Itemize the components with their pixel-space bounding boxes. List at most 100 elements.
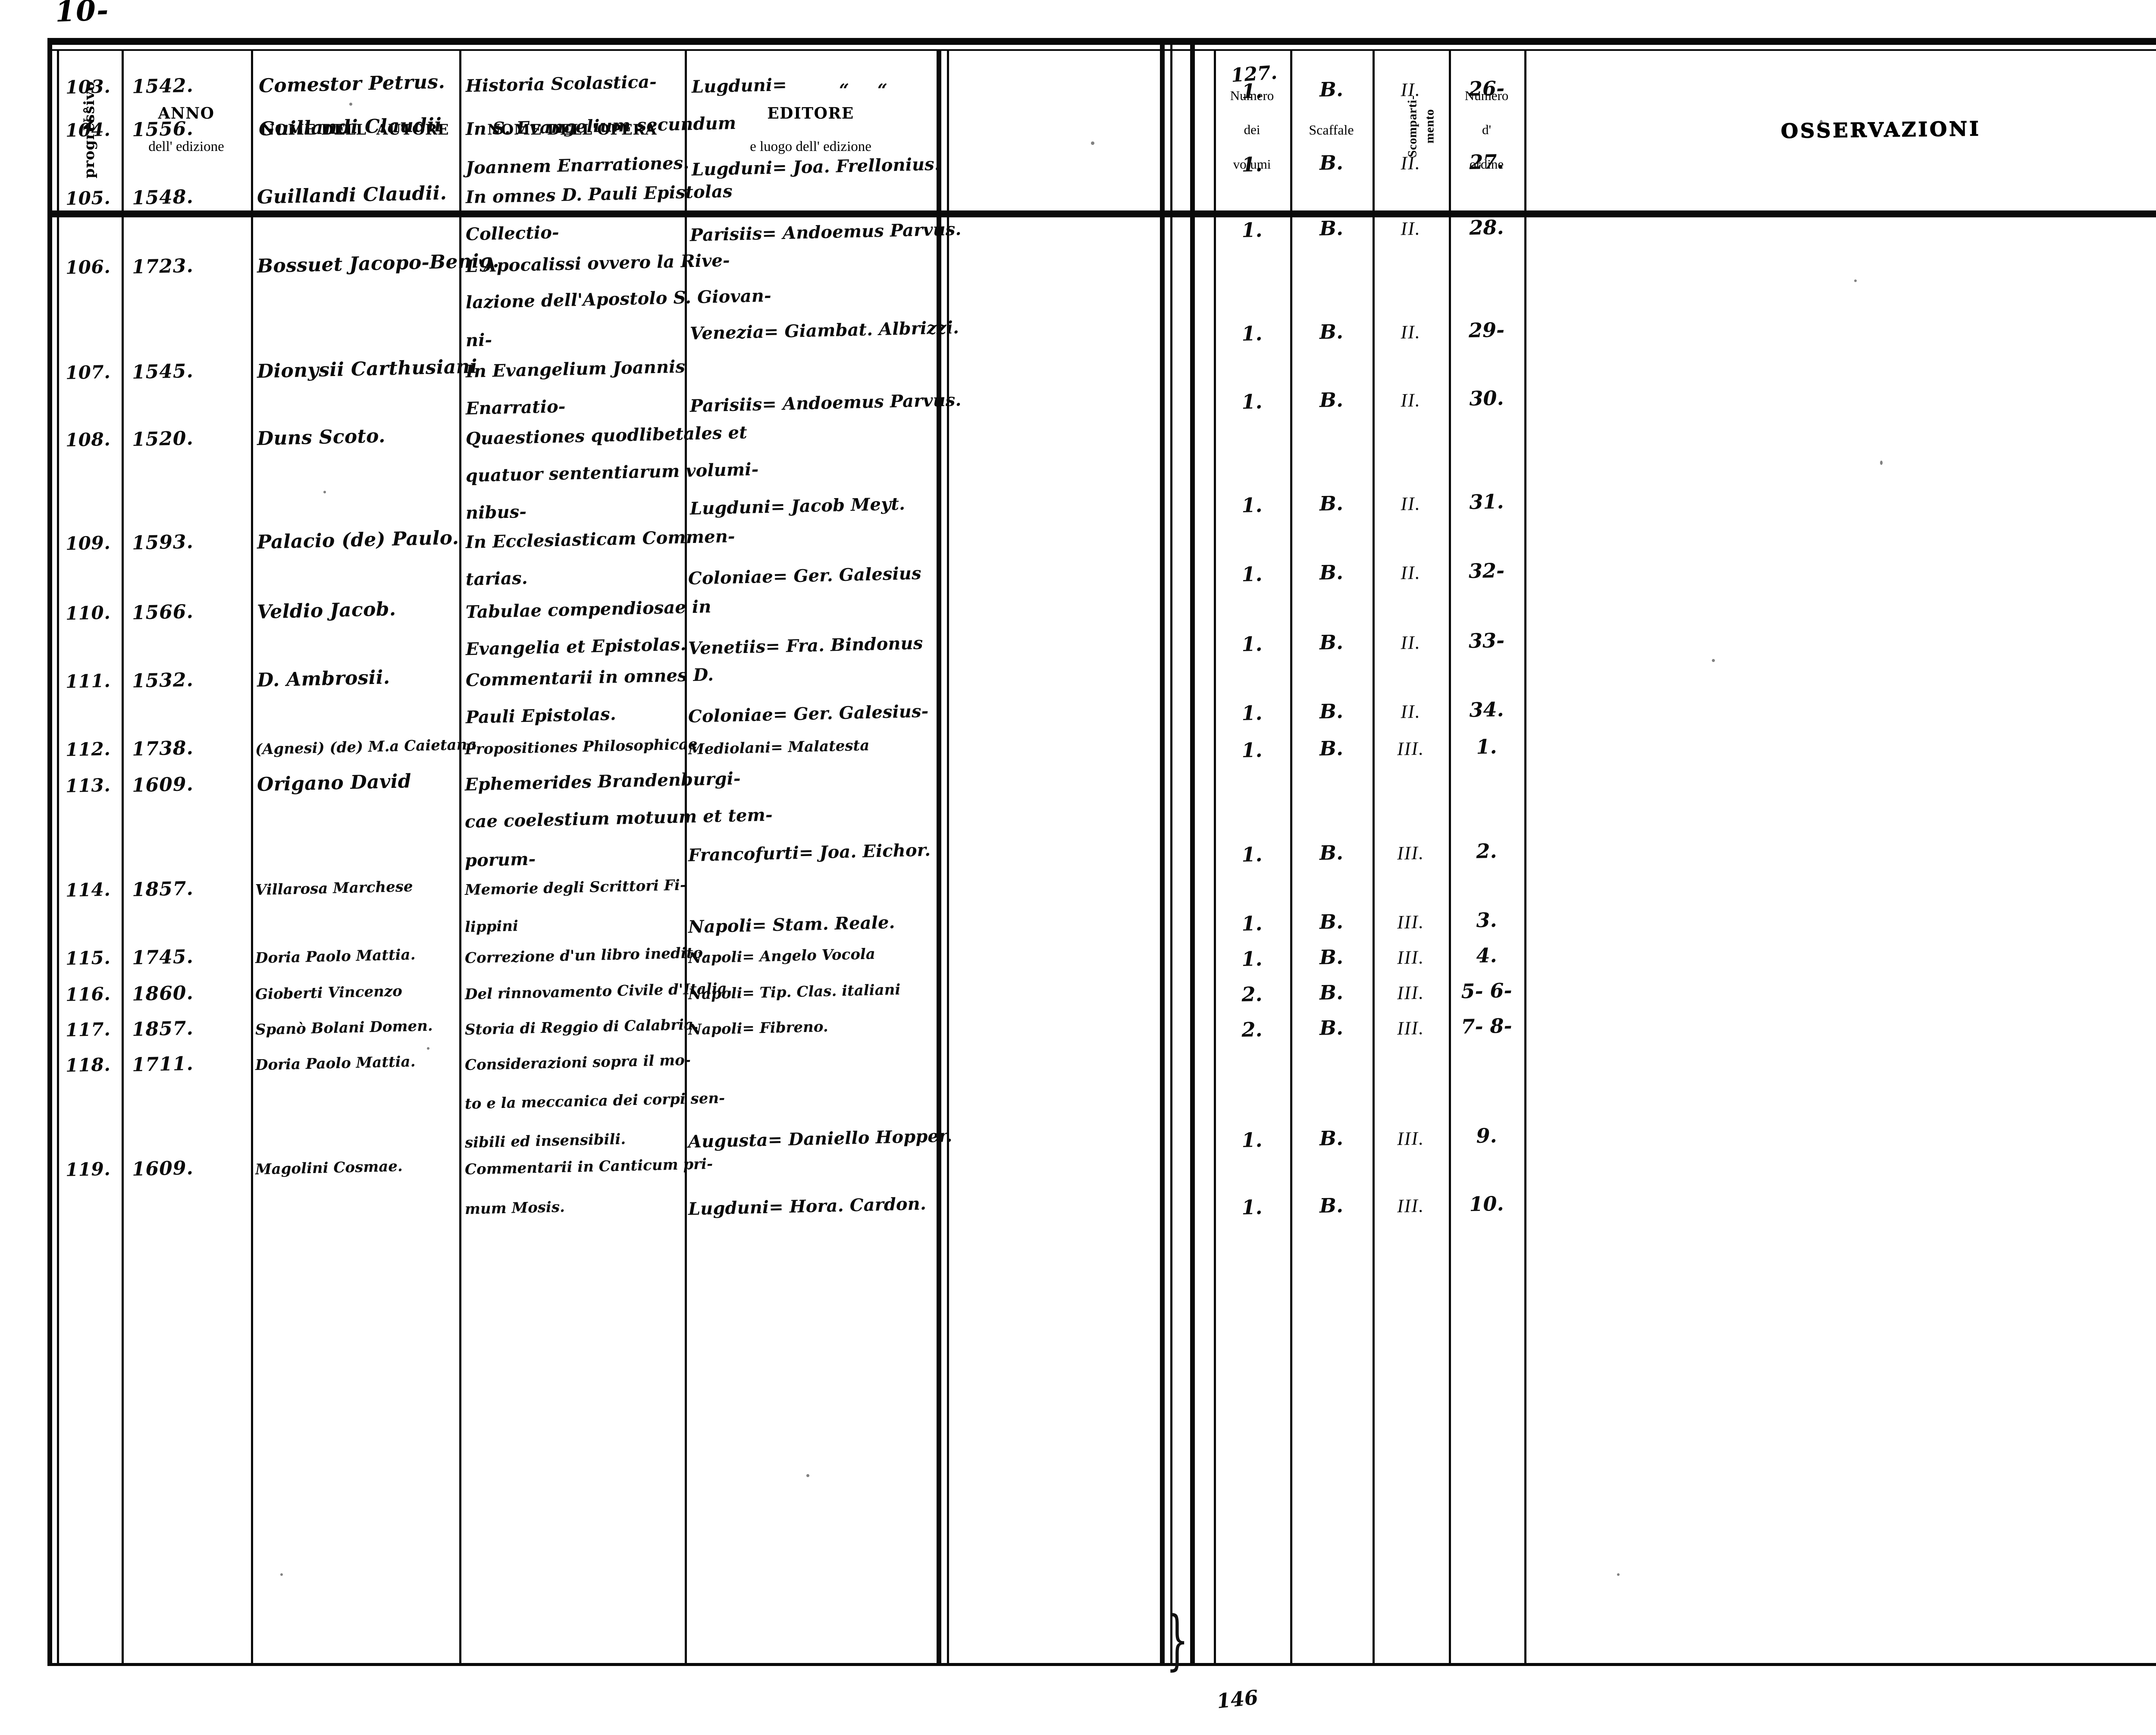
header-scomparto: Scomparti- mento (1373, 49, 1449, 210)
row-order: 4. (1476, 943, 1498, 967)
row-year: 1520. (132, 427, 194, 451)
row-author: Dionysii Carthusiani (257, 355, 478, 383)
row-order: 27. (1469, 150, 1504, 174)
row-shelf: B. (1319, 945, 1344, 969)
row-volumes: 1. (1241, 218, 1263, 242)
header-osservazioni-label: OSSERVAZIONI (1780, 116, 1981, 143)
row-compartment: III. (1397, 1017, 1425, 1039)
row-author: Spanò Bolani Domen. (255, 1017, 433, 1038)
row-volumes: 1. (1241, 1128, 1263, 1152)
row-order: 5- 6- (1460, 979, 1513, 1003)
row-year: 1723. (132, 254, 194, 278)
paper-speck (280, 1573, 283, 1576)
row-work: Ephemerides Brandenburgi- (464, 768, 741, 795)
header-numero-ordine-stack: Numero d' ordine (1465, 78, 1509, 181)
row-volumes: 2. (1241, 982, 1263, 1006)
row-shelf: B. (1319, 699, 1344, 723)
row-publisher: Venezia= Giambat. Albrizzi. (689, 317, 959, 344)
header-numero-volumi-line2: dei (1244, 122, 1260, 138)
header-editore-label: EDITORE (767, 104, 854, 123)
row-shelf: B. (1319, 841, 1344, 865)
row-work-cont: Enarratio- (465, 396, 566, 419)
row-volumes: 1. (1241, 842, 1263, 866)
row-work: Quaestiones quodlibetales et (465, 422, 748, 449)
row-work-cont: Collectio- (465, 222, 560, 245)
row-work: Tabulae compendiosae in (465, 596, 711, 622)
row-number: 114. (65, 878, 111, 901)
row-work: Memorie degli Scrittori Fi- (464, 876, 686, 899)
header-opera-label: NOME DELL'OPERA (487, 121, 657, 138)
paper-speck (569, 124, 572, 127)
row-year: 1745. (132, 945, 194, 969)
row-author: Doria Paolo Mattia. (255, 946, 416, 967)
header-numero-volumi-line1: Numero (1230, 88, 1274, 104)
row-author: Gioberti Vincenzo (255, 982, 403, 1003)
row-compartment: II. (1400, 321, 1421, 343)
row-publisher: Napoli= Angelo Vocola (688, 945, 876, 967)
header-numero-volumi-line3: volumi (1233, 156, 1271, 172)
row-work-cont: tarias. (465, 568, 528, 590)
row-author: Doria Paolo Mattia. (255, 1053, 416, 1074)
header-scaffale-label: Scaffale (1309, 122, 1354, 138)
row-volumes: 1. (1241, 79, 1263, 103)
row-volumes: 1. (1241, 493, 1263, 517)
row-author: (Agnesi) (de) M.a Caietana (255, 736, 477, 758)
header-scaffale: Scaffale (1290, 49, 1373, 210)
row-shelf: B. (1319, 388, 1344, 412)
row-volumes: 2. (1241, 1017, 1263, 1042)
row-work: In Evangelium Joannis (465, 356, 686, 382)
row-publisher: Parisiis= Andoemus Parvus. (689, 389, 962, 416)
header-autore: NOME DELL' AUTORE (251, 49, 459, 210)
row-work: Commentarii in omnes D. (465, 664, 714, 690)
row-number: 111. (65, 670, 111, 692)
row-work: Storia di Reggio di Calabria. (464, 1016, 699, 1038)
row-number: 113. (65, 774, 111, 797)
row-number: 119. (65, 1158, 111, 1180)
row-shelf: B. (1319, 1016, 1344, 1040)
row-number: 108. (65, 428, 111, 451)
paper-speck (1880, 461, 1883, 465)
row-order: 26- (1468, 76, 1505, 101)
register-sheet: progressivo N.° ANNO dell' edizione NOME… (47, 38, 2156, 1713)
row-order: 30. (1469, 386, 1504, 411)
row-shelf: B. (1319, 736, 1344, 760)
row-publisher: Augusta= Daniello Hopper. (688, 1126, 953, 1152)
row-number: 118. (65, 1054, 111, 1076)
header-osservazioni: OSSERVAZIONI (1524, 49, 2156, 210)
header-numero-volumi: Numero dei volumi (1214, 49, 1290, 210)
row-shelf: B. (1319, 1126, 1344, 1150)
header-numero-ordine: Numero d' ordine (1449, 49, 1524, 210)
row-work: L'Apocalissi ovvero la Rive- (465, 250, 730, 276)
row-year: 1545. (132, 360, 194, 383)
row-author: Guillandi Claudii (258, 114, 442, 140)
row-order: 10. (1469, 1192, 1504, 1216)
paper-speck (1617, 1573, 1620, 1576)
row-work-cont2: nibus- (465, 501, 527, 523)
header-anno-sublabel: dell' edizione (148, 139, 224, 155)
row-publisher: Lugduni= Hora. Cardon. (688, 1193, 927, 1219)
row-work-cont: lazione dell'Apostolo S. Giovan- (465, 285, 772, 313)
row-number: 106. (65, 256, 111, 278)
carry-forward-total: 146 (1216, 1685, 1260, 1713)
row-number: 107. (65, 361, 111, 383)
row-shelf: B. (1319, 77, 1344, 101)
row-shelf: B. (1319, 151, 1344, 175)
row-year: 1609. (132, 1157, 194, 1180)
row-shelf: B. (1319, 910, 1344, 934)
row-order: 28. (1469, 215, 1504, 240)
row-shelf: B. (1319, 320, 1344, 344)
row-shelf: B. (1319, 216, 1344, 240)
row-order: 34. (1469, 697, 1504, 722)
row-year: 1711. (132, 1052, 194, 1076)
row-work: Propositiones Philosophicae (464, 735, 698, 758)
row-compartment: III. (1397, 946, 1425, 969)
row-volumes: 1. (1241, 562, 1263, 586)
row-publisher: Mediolani= Malatesta (688, 737, 870, 758)
row-number: 115. (65, 947, 111, 969)
row-author: Origano David (257, 770, 412, 796)
row-order: 31. (1469, 489, 1504, 514)
row-compartment: III. (1397, 842, 1425, 864)
row-order: 2. (1476, 839, 1498, 863)
row-number: 105. (65, 187, 111, 209)
row-work-cont: Pauli Epistolas. (465, 704, 617, 728)
